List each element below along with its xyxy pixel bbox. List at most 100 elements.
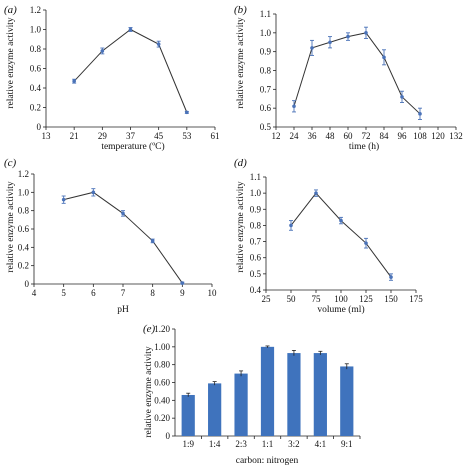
panel-c-tag: (c) xyxy=(4,157,17,169)
panel-b-data-point xyxy=(418,112,422,116)
panel-c-y-tick-label: 1.0 xyxy=(18,187,30,197)
panel-e-category-label: 1:1 xyxy=(262,439,274,449)
panel-a-temperature: (a) temperature (ºC) relative enzyme act… xyxy=(4,4,220,152)
panel-b-x-tick-label: 96 xyxy=(398,131,408,141)
panel-c-y-tick-label: 0.8 xyxy=(18,206,30,216)
panel-c-data-point xyxy=(121,211,125,216)
panel-b-data-point xyxy=(364,31,368,35)
panel-e-xlabel: carbon: nitrogen xyxy=(236,456,299,466)
panel-b-x-tick-label: 120 xyxy=(431,131,445,141)
panel-b-data-point xyxy=(310,46,314,50)
panel-b-x-tick-label: 84 xyxy=(380,131,390,141)
panel-a-data-point xyxy=(128,27,133,32)
panel-b-y-tick-label: 0.7 xyxy=(260,84,272,94)
panel-a-xlabel: temperature (ºC) xyxy=(101,141,164,152)
panel-a-y-tick-label: 0.2 xyxy=(30,103,41,113)
panel-d-tag: (d) xyxy=(234,157,247,169)
panel-b-y-tick-label: 0.8 xyxy=(260,66,272,76)
panel-e-category-label: 1:9 xyxy=(182,439,194,449)
panel-e-y-tick-label: 0.60 xyxy=(154,378,170,388)
panel-c-ylabel: relative enzyme activity xyxy=(6,181,16,273)
panel-d-y-tick-label: 1.0 xyxy=(250,188,262,198)
panel-d-y-tick-label: 0.4 xyxy=(250,285,262,295)
panel-e-category-label: 4:1 xyxy=(315,439,327,449)
panel-d-x-tick-label: 50 xyxy=(287,294,297,304)
panel-b-ylabel: relative enzyme activity xyxy=(236,17,246,109)
panel-c-y-tick-label: 0 xyxy=(25,279,30,289)
panel-b-time: (b) time (h) relative enzyme activity 0.… xyxy=(234,4,463,152)
panel-d-series-line xyxy=(290,192,392,278)
panel-b-y-tick-label: 1.1 xyxy=(260,9,271,19)
panel-d-data-point xyxy=(389,275,393,279)
panel-d-data-point xyxy=(289,223,293,228)
panel-b-data-point xyxy=(400,95,404,99)
panel-a-y-tick-label: 0.8 xyxy=(30,44,42,54)
panel-a-x-tick-label: 45 xyxy=(154,131,164,141)
panel-d-x-tick-label: 75 xyxy=(312,294,322,304)
panel-c-x-tick-label: 8 xyxy=(150,288,155,298)
panel-d-data-point xyxy=(364,241,368,245)
panel-c-data-point xyxy=(150,239,155,243)
panel-b-data-point xyxy=(382,55,386,60)
panel-c-y-tick-label: 1.2 xyxy=(18,169,29,179)
panel-a-y-tick-label: 0 xyxy=(37,122,42,132)
panel-a-x-tick-label: 61 xyxy=(211,131,220,141)
panel-a-series-line xyxy=(73,28,188,113)
panel-b-data-point xyxy=(292,104,296,109)
panel-c-data-point xyxy=(91,190,96,195)
panel-c-y-tick-label: 0.6 xyxy=(18,224,30,234)
panel-d-x-tick-label: 100 xyxy=(334,294,348,304)
panel-a-tag: (a) xyxy=(4,4,17,16)
panel-c-series-line xyxy=(63,191,183,284)
panel-d-y-tick-label: 0.8 xyxy=(250,220,262,230)
panel-c-x-tick-label: 9 xyxy=(180,288,185,298)
panel-b-x-tick-label: 24 xyxy=(290,131,300,141)
panel-d-y-tick-label: 1.1 xyxy=(250,172,261,182)
panel-d-data-point xyxy=(314,191,318,195)
panel-e-category-label: 1:4 xyxy=(209,439,221,449)
panel-b-data-point xyxy=(346,34,350,39)
panel-d-data-point xyxy=(339,218,343,223)
panel-a-data-point xyxy=(100,49,105,53)
panel-d-volume: (d) volume (ml) relative enzyme activity… xyxy=(234,157,423,315)
panel-a-y-tick-label: 0.6 xyxy=(30,64,42,74)
panel-e-bar xyxy=(260,346,275,436)
panel-e-category-label: 9:1 xyxy=(341,439,353,449)
panel-a-y-tick-label: 1.0 xyxy=(30,25,42,35)
panel-d-x-tick-label: 150 xyxy=(384,294,398,304)
panel-b-series-line xyxy=(293,32,421,115)
panel-e-y-tick-label: 1.20 xyxy=(154,324,170,334)
panel-e-bar xyxy=(208,383,222,436)
panel-a-y-tick-label: 1.2 xyxy=(30,5,41,15)
panel-e-category-label: 3:2 xyxy=(288,439,300,449)
panel-a-data-point xyxy=(156,42,161,46)
panel-b-x-tick-label: 60 xyxy=(344,131,354,141)
panel-c-ph: (c) pH relative enzyme activity 0 0.2 0.4 0… xyxy=(4,157,217,315)
panel-a-data-point xyxy=(72,79,76,83)
panel-b-x-tick-label: 12 xyxy=(272,131,281,141)
panel-a-x-tick-label: 53 xyxy=(182,131,192,141)
panel-d-x-tick-label: 175 xyxy=(409,294,423,304)
panel-b-x-tick-label: 72 xyxy=(362,131,371,141)
panel-d-x-tick-label: 125 xyxy=(359,294,373,304)
panel-e-carbon-nitrogen: (e) carbon: nitrogen relative enzyme act… xyxy=(143,323,361,466)
panel-e-y-tick-label: 0 xyxy=(166,431,171,441)
panel-e-y-tick-label: 1.00 xyxy=(154,342,170,352)
panel-a-data-point xyxy=(185,110,189,115)
panel-b-x-tick-label: 36 xyxy=(308,131,318,141)
panel-d-xlabel: volume (ml) xyxy=(317,304,364,315)
panel-c-xlabel: pH xyxy=(117,305,129,315)
panel-d-y-tick-label: 0.9 xyxy=(250,204,262,214)
panel-d-ylabel: relative enzyme activity xyxy=(236,181,246,273)
panel-d-x-tick-label: 25 xyxy=(262,294,272,304)
panel-e-bar xyxy=(340,366,354,436)
panel-b-x-tick-label: 108 xyxy=(413,131,427,141)
panel-a-x-tick-label: 37 xyxy=(126,131,136,141)
panel-a-y-tick-label: 0.4 xyxy=(30,83,42,93)
panel-c-x-tick-label: 5 xyxy=(61,288,66,298)
panel-b-x-tick-label: 48 xyxy=(326,131,336,141)
panel-a-x-tick-label: 29 xyxy=(98,131,108,141)
panel-e-y-tick-label: 0.80 xyxy=(154,360,170,370)
panel-a-x-tick-label: 13 xyxy=(42,131,52,141)
